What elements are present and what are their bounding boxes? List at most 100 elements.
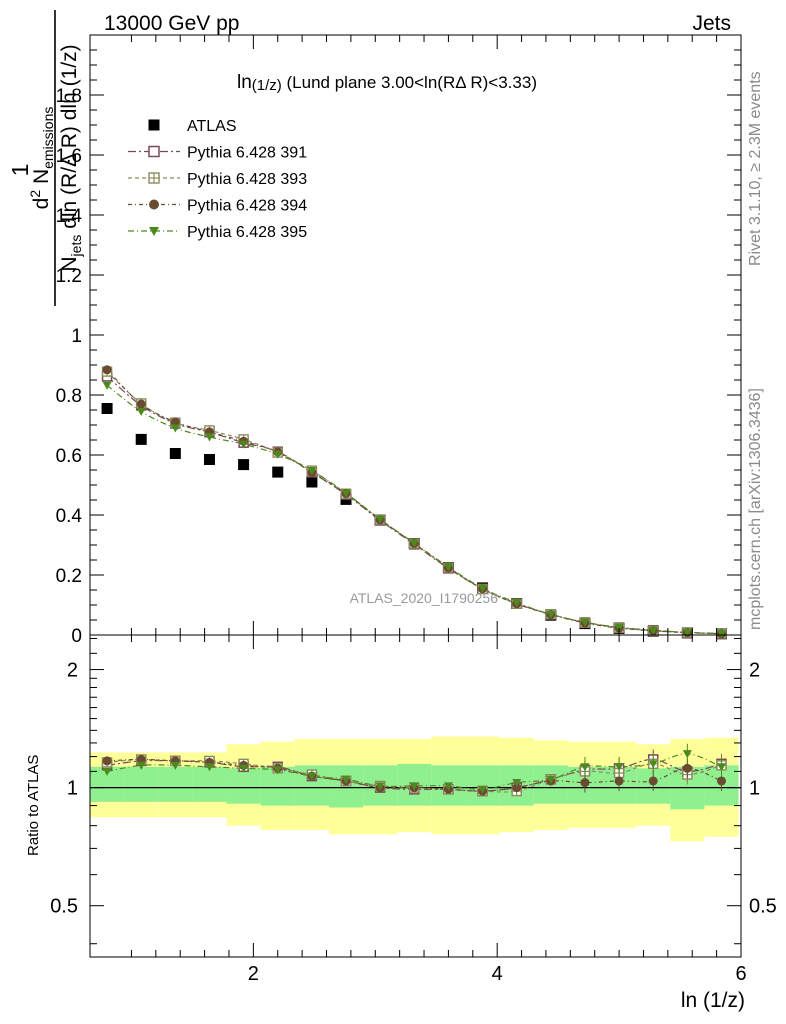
pythia-point bbox=[170, 417, 180, 427]
mcplots-info: mcplots.cern.ch [arXiv:1306.3436] bbox=[747, 388, 764, 630]
ratio-point bbox=[648, 776, 658, 786]
ratio-x-ticks: 2 4 6 bbox=[130, 635, 747, 985]
pythia-point bbox=[239, 440, 249, 449]
legend-marker bbox=[148, 172, 160, 184]
ratio-point bbox=[716, 776, 726, 786]
pythia-point bbox=[443, 563, 453, 572]
ratio-plot-panel: 0.5 0.5 1 1 2 2 2 4 6 bbox=[50, 634, 777, 985]
inner-band bbox=[124, 766, 159, 802]
y-label-numerator: d2 Nemissions bbox=[27, 107, 56, 210]
header-energy: 13000 GeV pp bbox=[104, 12, 239, 35]
pythia-point bbox=[682, 628, 692, 637]
analysis-watermark: ATLAS_2020_I1790256 bbox=[350, 590, 499, 606]
ratio-tick-label-right: 2 bbox=[749, 660, 760, 682]
y-tick-label: 1.8 bbox=[56, 86, 82, 107]
ratio-axis-label: Ratio to ATLAS bbox=[25, 755, 42, 856]
legend-label: Pythia 6.428 394 bbox=[187, 198, 307, 215]
ratio-point bbox=[682, 750, 692, 759]
ratio-tick-label: 1 bbox=[67, 778, 78, 800]
ratio-point bbox=[648, 760, 658, 769]
pythia-point bbox=[716, 629, 726, 638]
main-y-ticks: 0 0.2 0.4 0.6 0.8 1 1.2 1.4 1.6 1.8 bbox=[56, 49, 741, 647]
ratio-point bbox=[102, 756, 112, 766]
ratio-point bbox=[409, 782, 419, 791]
y-tick-label: 1 bbox=[71, 326, 82, 347]
y-tick-label: 1.6 bbox=[56, 146, 82, 167]
y-tick-label: 0.4 bbox=[56, 506, 83, 527]
pythia-point bbox=[136, 407, 146, 416]
ratio-point bbox=[512, 783, 522, 793]
ratio-point bbox=[716, 763, 726, 772]
y-tick-label: 0 bbox=[71, 626, 82, 647]
x-tick-label: 4 bbox=[492, 963, 503, 985]
y-tick-label: 1.2 bbox=[56, 266, 82, 287]
plot-title: ln(1/z) (Lund plane 3.00<ln(RΔ R)<3.33) bbox=[237, 72, 537, 94]
legend-label: Pythia 6.428 395 bbox=[187, 224, 307, 241]
ratio-point bbox=[682, 763, 692, 773]
pythia-point bbox=[136, 399, 146, 409]
header-process: Jets bbox=[692, 12, 731, 35]
atlas-point bbox=[101, 403, 113, 414]
ratio-point bbox=[136, 754, 146, 764]
legend-label: ATLAS bbox=[187, 118, 237, 135]
pythia-point bbox=[102, 365, 112, 375]
ratio-point bbox=[375, 782, 385, 791]
data-markers bbox=[101, 365, 727, 640]
ratio-point bbox=[204, 763, 214, 772]
pythia-point bbox=[170, 424, 180, 433]
legend-marker bbox=[149, 227, 159, 236]
legend-marker bbox=[148, 119, 160, 131]
legend-label: Pythia 6.428 391 bbox=[187, 145, 307, 162]
y-axis-label-fraction: d2 Nemissions Njets dln (R/Δ R) dln (1/z… bbox=[27, 10, 84, 306]
ratio-point bbox=[136, 761, 146, 770]
ratio-point bbox=[546, 775, 556, 784]
atlas-point bbox=[203, 454, 215, 465]
x-tick-label: 2 bbox=[248, 963, 259, 985]
pythia-point bbox=[478, 584, 488, 593]
legend-label: Pythia 6.428 393 bbox=[187, 171, 307, 188]
ratio-tick-label-right: 1 bbox=[749, 778, 760, 800]
inner-band bbox=[465, 765, 500, 806]
ratio-tick-label-right: 0.5 bbox=[749, 896, 777, 918]
y-axis-label: 1 bbox=[7, 164, 33, 177]
ratio-point bbox=[443, 782, 453, 791]
ratio-markers bbox=[101, 743, 727, 797]
legend: ATLAS Pythia 6.428 391 Pythia 6.428 393 Pyt… bbox=[128, 118, 307, 241]
ratio-point bbox=[307, 772, 317, 781]
pythia-point bbox=[648, 626, 658, 635]
legend-marker bbox=[149, 199, 159, 210]
y-tick-label: 0.2 bbox=[56, 566, 82, 587]
pythia-point bbox=[614, 623, 624, 632]
atlas-point bbox=[135, 433, 147, 445]
inner-band bbox=[328, 765, 364, 808]
y-tick-label: 0.8 bbox=[56, 386, 82, 407]
y-label-prefix-one: 1 bbox=[7, 164, 33, 177]
pythia-point bbox=[341, 489, 351, 498]
ratio-point bbox=[273, 766, 283, 775]
ratio-tick-label: 2 bbox=[67, 660, 78, 682]
y-tick-label: 0.6 bbox=[56, 446, 82, 467]
ratio-y-ticks: 0.5 0.5 1 1 2 2 bbox=[50, 638, 777, 945]
pythia-point bbox=[409, 539, 419, 548]
pythia-point bbox=[580, 618, 590, 627]
main-plot-panel: 0 0.2 0.4 0.6 0.8 1 1.2 1.4 1.6 1.8 bbox=[56, 34, 742, 647]
ratio-plot-frame bbox=[89, 634, 742, 958]
rivet-info: Rivet 3.1.10, ≥ 2.3M events bbox=[747, 71, 764, 266]
ratio-point bbox=[478, 785, 488, 794]
ratio-tick-label: 0.5 bbox=[50, 896, 78, 918]
ratio-point bbox=[580, 778, 590, 788]
inner-band bbox=[158, 766, 193, 802]
pythia-point bbox=[307, 467, 317, 476]
ratio-point bbox=[580, 763, 590, 772]
x-axis-label: ln (1/z) bbox=[681, 989, 745, 1012]
ratio-point bbox=[170, 761, 180, 770]
legend-marker bbox=[148, 145, 160, 158]
main-x-ticks bbox=[130, 35, 718, 635]
ratio-point bbox=[614, 776, 624, 786]
ratio-point bbox=[614, 763, 624, 772]
inner-band bbox=[226, 768, 261, 804]
pythia-point bbox=[512, 599, 522, 608]
ratio-point bbox=[512, 779, 522, 788]
pythia-point bbox=[546, 610, 556, 619]
